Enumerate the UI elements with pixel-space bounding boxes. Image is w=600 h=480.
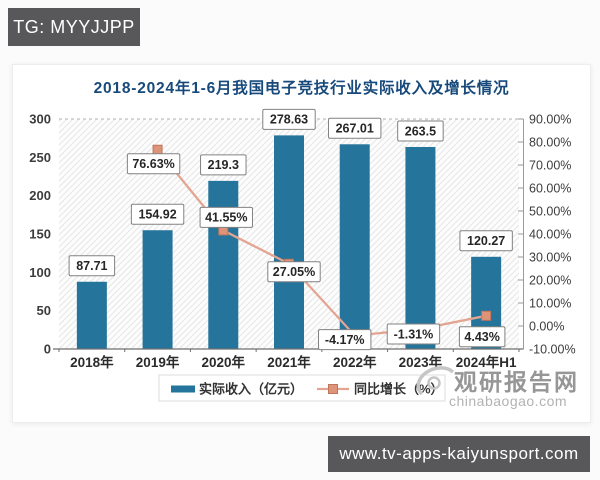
watermark-logo-icon (416, 366, 455, 396)
bar-data-labels: 87.71 154.92 219.3 278.63 267.01 263.5 120.27 (68, 108, 513, 277)
line-label-2022年-box (318, 329, 372, 351)
x-axis-label: 2020年 (202, 354, 246, 370)
line-marker-2019年 (152, 144, 163, 155)
right-axis-tick: 80.00% (529, 135, 571, 149)
left-axis-tick: 300 (29, 112, 51, 127)
x-axis-label: 2023年 (399, 354, 443, 370)
right-axis-tick: 60.00% (529, 181, 571, 195)
line-label-2024年H1: 4.43% (464, 330, 499, 344)
right-axis-tick: 70.00% (529, 158, 571, 172)
bar-2023年 (405, 146, 436, 349)
left-axis-tick: 100 (29, 265, 51, 280)
bottom-axis: 2018年 2019年 2020年 2021年 2022年 2023年 2024年H1 (53, 348, 524, 370)
bar-label-2023年: 263.5 (405, 124, 436, 138)
chart-card: 2018-2024年1-6月我国电子竞技行业实际收入及增长情况 90.00% 80… (12, 64, 591, 423)
x-axis-label: 2024年H1 (456, 354, 517, 370)
x-axis-label: 2021年 (267, 354, 311, 370)
bar-2022年 (339, 144, 370, 349)
watermark-domain: chinabaogao.com (449, 393, 567, 409)
bar-2020年 (208, 180, 239, 349)
left-axis-tick: 250 (29, 150, 51, 165)
chart-canvas: 90.00% 80.00% 70.00% 60.00% 50.00% 40.00% 30.0… (29, 108, 579, 409)
line-label-2021年: 27.05% (273, 265, 315, 279)
bar-label-2020年-box (200, 154, 247, 176)
line-label-2022年: -4.17% (325, 333, 365, 347)
bar-label-2021年: 278.63 (270, 113, 308, 127)
legend-bar-swatch (171, 385, 195, 393)
left-axis-tick: 0 (44, 342, 51, 357)
line-label-2020年-box (199, 206, 253, 228)
bar-2018年 (76, 281, 107, 349)
legend: 实际收入（亿元） 同比增长（%） (158, 374, 446, 402)
website-url-badge: www.tv-apps-kaiyunsport.com (328, 436, 590, 472)
line-label-2020年: 41.55% (205, 211, 247, 225)
legend-line-marker (328, 384, 338, 394)
line-label-2023年: -1.31% (394, 327, 434, 341)
bar-label-2021年-box (262, 108, 316, 130)
left-axis: 0 50 100 150 200 250 300 (29, 112, 51, 357)
bar-label-2024年H1-box (459, 230, 513, 252)
bar-label-2024年H1: 120.27 (467, 234, 505, 248)
right-axis-tick: -10.00% (529, 342, 576, 356)
right-axis-tick: 0.00% (529, 319, 564, 333)
bar-2019年 (142, 230, 173, 349)
bar-label-2020年: 219.3 (208, 158, 239, 172)
watermark-name: 观研报告网 (454, 369, 579, 395)
right-axis-tick: 20.00% (529, 273, 571, 287)
bar-label-2023年-box (397, 120, 444, 142)
left-axis-tick: 200 (29, 188, 51, 203)
bar-label-2022年-box (328, 117, 382, 139)
bar-label-2018年-box (68, 255, 116, 277)
x-axis-label: 2022年 (333, 354, 377, 370)
bar-2021年 (274, 135, 304, 349)
left-axis-tick: 50 (37, 303, 51, 318)
x-axis-label: 2019年 (136, 354, 180, 370)
right-axis-tick: 90.00% (529, 112, 571, 126)
chart-title: 2018-2024年1-6月我国电子竞技行业实际收入及增长情况 (93, 80, 510, 97)
x-axis-label: 2018年 (70, 354, 114, 370)
bar-label-2019年: 154.92 (138, 208, 176, 222)
right-axis-tick: 50.00% (529, 204, 571, 218)
right-axis: 90.00% 80.00% 70.00% 60.00% 50.00% 40.00% 30.0… (518, 112, 576, 356)
right-axis-tick: 10.00% (529, 296, 571, 310)
legend-line-label: 同比增长（%） (354, 382, 444, 397)
line-label-2019年: 76.63% (132, 157, 174, 171)
left-axis-tick: 150 (29, 227, 51, 242)
website-url-text: www.tv-apps-kaiyunsport.com (339, 444, 579, 463)
line-label-2021年-box (267, 261, 321, 283)
line-data-labels: 76.63% 41.55% 27.05% -4.17% -1.31% 4.43% (126, 153, 506, 351)
legend-bar-label: 实际收入（亿元） (199, 382, 303, 397)
bar-label-2018年: 87.71 (76, 259, 107, 273)
telegram-contact-badge: TG: MYYJJPP (8, 8, 140, 46)
line-marker-2024年H1 (481, 310, 492, 321)
bar-label-2019年-box (130, 203, 185, 225)
right-axis-tick: 30.00% (529, 250, 571, 264)
bar-label-2022年: 267.01 (336, 122, 374, 136)
line-label-2023年-box (386, 323, 441, 345)
right-axis-tick: 40.00% (529, 227, 571, 241)
telegram-contact-text: TG: MYYJJPP (13, 16, 135, 37)
line-label-2024年H1-box (458, 326, 506, 348)
line-label-2019年-box (126, 153, 181, 175)
